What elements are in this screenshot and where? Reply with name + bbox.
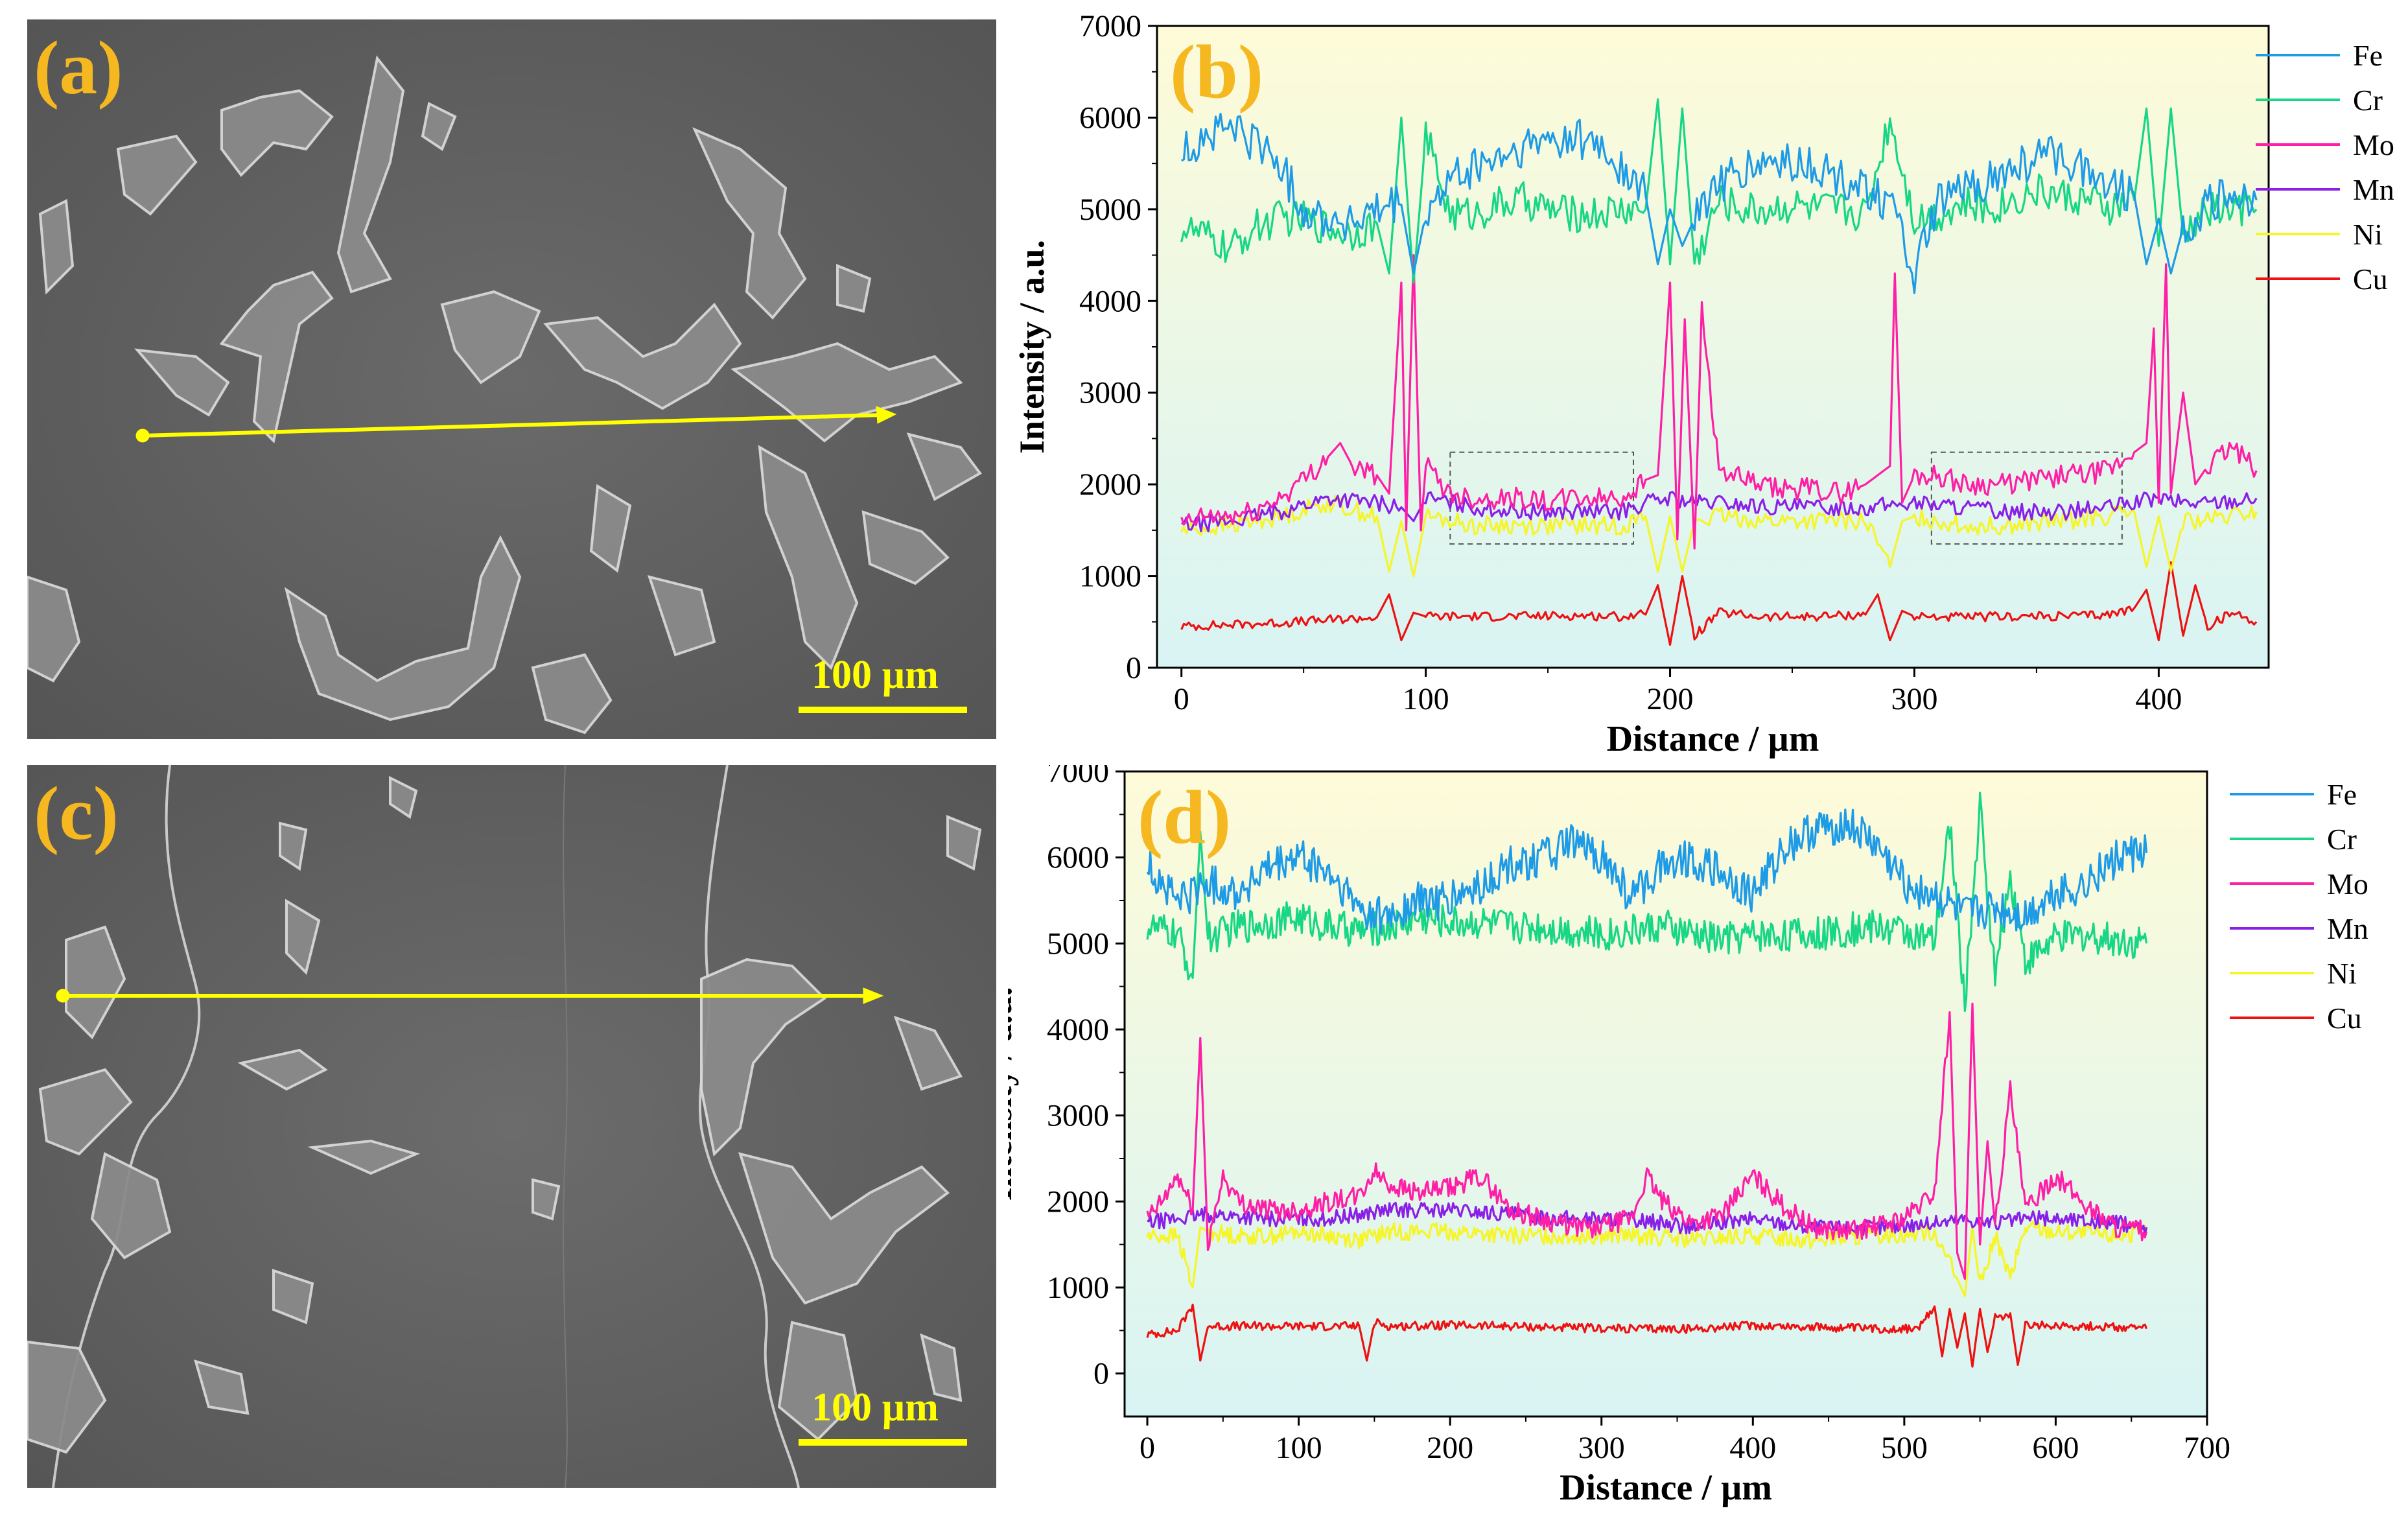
plot-background	[1157, 26, 2269, 668]
legend-label-fe: Fe	[2353, 39, 2383, 72]
plot-background	[1125, 771, 2207, 1416]
panel-label-c: (c)	[34, 771, 119, 856]
legend-label-ni: Ni	[2353, 218, 2383, 251]
y-axis-label: Intensity / a.u.	[1012, 240, 1051, 454]
x-axis-label: Distance / µm	[1560, 1468, 1772, 1508]
x-tick-label: 0	[1140, 1431, 1155, 1465]
panel-label-a: (a)	[34, 25, 123, 110]
x-tick-label: 100	[1276, 1431, 1322, 1465]
legend-label-cr: Cr	[2327, 823, 2357, 856]
series-line-fe	[1180, 112, 2258, 294]
panel-label-d: (d)	[1138, 775, 1231, 860]
x-tick-label: 600	[2032, 1431, 2079, 1465]
y-tick-label: 3000	[1079, 376, 1141, 410]
scale-bar-c	[799, 1439, 967, 1446]
series-line-mo	[1180, 254, 2258, 550]
y-tick-label: 5000	[1047, 926, 1109, 961]
y-tick-label: 6000	[1079, 100, 1141, 135]
series-line-mo	[1146, 1002, 2148, 1280]
series-line-cu	[1146, 1303, 2148, 1368]
legend-label-mo: Mo	[2353, 128, 2394, 161]
panel-label-b: (b)	[1170, 29, 1263, 114]
y-tick-label: 7000	[1047, 765, 1109, 789]
x-tick-label: 400	[1729, 1431, 1776, 1465]
series-line-ni	[1146, 1221, 2148, 1297]
sem-microstructure-a	[27, 19, 996, 739]
series-line-cu	[1180, 561, 2258, 646]
series-line-cr	[1180, 98, 2258, 284]
y-axis-label: Intensity / a.u.	[1008, 987, 1019, 1201]
legend-label-fe: Fe	[2327, 778, 2357, 811]
y-tick-label: 5000	[1079, 193, 1141, 227]
line-scan-chart-d: 0 1000 2000 3000 4000 5000 6000 7000 0 100 200 300 4…	[1008, 765, 2368, 1508]
legend-label-mn: Mn	[2353, 173, 2394, 206]
plot-frame	[1123, 770, 2208, 1418]
scale-bar-label-a: 100 µm	[812, 653, 939, 697]
line-scan-path-c	[56, 987, 884, 1004]
highlight-box-1	[1449, 451, 1634, 545]
y-tick-label: 2000	[1079, 467, 1141, 502]
legend-label-cu: Cu	[2353, 263, 2388, 296]
sem-image-a: (a) 100 µm	[27, 19, 996, 739]
scale-bar-a	[799, 707, 967, 713]
legend-label-mn: Mn	[2327, 912, 2368, 945]
y-tick-label: 1000	[1047, 1271, 1109, 1305]
legend-label-mo: Mo	[2327, 867, 2368, 900]
line-scan-path-a	[135, 406, 897, 443]
x-tick-label: 400	[2135, 682, 2182, 716]
series-line-fe	[1146, 808, 2148, 935]
x-tick-label: 500	[1881, 1431, 1928, 1465]
y-tick-label: 0	[1126, 651, 1141, 685]
y-tick-label: 0	[1093, 1357, 1109, 1391]
series-line-cr	[1146, 792, 2148, 1012]
scale-bar-label-c: 100 µm	[812, 1385, 939, 1429]
x-tick-label: 300	[1578, 1431, 1625, 1465]
x-tick-label: 0	[1174, 682, 1189, 716]
x-tick-label: 300	[1891, 682, 1937, 716]
x-axis-label: Distance / µm	[1607, 719, 1819, 759]
series-group	[1146, 792, 2148, 1368]
legend-label-cr: Cr	[2353, 84, 2383, 117]
sem-image-c: (c) 100 µm	[27, 765, 996, 1488]
x-tick-label: 200	[1427, 1431, 1473, 1465]
line-scan-chart-b: 0 1000 2000 3000 4000 5000 6000 7000 0 100 200 300 4…	[1012, 9, 2394, 759]
y-tick-label: 2000	[1047, 1184, 1109, 1219]
y-tick-label: 3000	[1047, 1099, 1109, 1133]
series-group	[1180, 98, 2258, 646]
x-tick-label: 700	[2184, 1431, 2230, 1465]
legend-label-ni: Ni	[2327, 957, 2357, 990]
y-tick-label: 4000	[1047, 1013, 1109, 1047]
series-line-ni	[1180, 495, 2258, 578]
x-tick-label: 100	[1403, 682, 1449, 716]
y-tick-label: 7000	[1079, 9, 1141, 43]
x-tick-label: 200	[1647, 682, 1694, 716]
series-line-mn	[1181, 491, 2258, 533]
legend-label-cu: Cu	[2327, 1002, 2362, 1035]
y-tick-label: 4000	[1079, 284, 1141, 318]
y-tick-label: 6000	[1047, 841, 1109, 875]
y-tick-label: 1000	[1079, 559, 1141, 594]
sem-microstructure-c	[27, 765, 996, 1488]
